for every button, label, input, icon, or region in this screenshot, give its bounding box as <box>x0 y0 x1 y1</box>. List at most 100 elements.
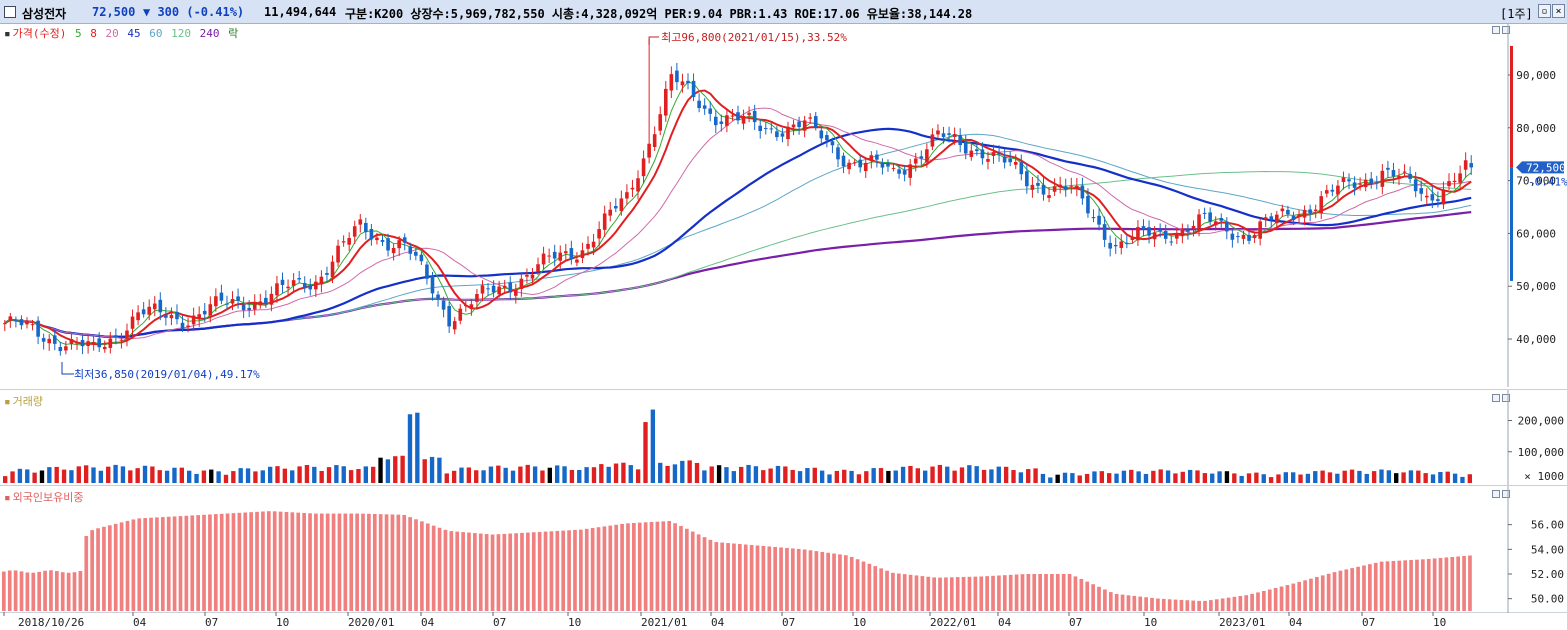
candle-body <box>175 312 179 320</box>
foreign-bar <box>13 570 18 611</box>
price-tick-label: 70,000 <box>1516 175 1556 188</box>
pane-restore-icon[interactable] <box>1492 26 1500 34</box>
candle-body <box>636 178 640 192</box>
pane-close-icon[interactable] <box>1502 394 1510 402</box>
candle-body <box>1158 229 1162 231</box>
foreign-bar <box>1108 592 1113 611</box>
pane-restore-icon[interactable] <box>1492 490 1500 498</box>
foreign-bar <box>973 576 978 611</box>
foreign-bar <box>1338 570 1343 611</box>
volume-bar <box>429 456 435 483</box>
volume-bar <box>91 467 96 483</box>
foreign-tick-label: 52.00 <box>1531 568 1564 581</box>
volume-bar <box>812 467 817 483</box>
candle-body <box>869 155 874 161</box>
foreign-bar <box>1167 599 1172 611</box>
volume-bar <box>363 466 368 483</box>
candle-body <box>1147 227 1151 236</box>
minimize-icon[interactable]: ▫ <box>1538 4 1551 18</box>
candle-body <box>325 273 329 275</box>
foreign-bar <box>272 511 277 611</box>
candle-body <box>997 152 1001 155</box>
candle-body <box>1263 217 1268 220</box>
foreign-bar <box>1014 574 1019 611</box>
candle-body <box>1002 156 1007 163</box>
period-button[interactable]: [1주] <box>1500 7 1533 21</box>
volume-bar <box>783 466 788 483</box>
foreign-bar <box>1120 594 1125 611</box>
price-tick-label: 60,000 <box>1516 227 1556 240</box>
candle-body <box>663 88 668 116</box>
pane-restore-icon[interactable] <box>1492 394 1500 402</box>
candle-body <box>86 341 90 346</box>
candle-body <box>419 254 424 262</box>
candle-body <box>1436 199 1440 202</box>
volume-bar <box>893 470 898 483</box>
volume-bar <box>356 469 361 483</box>
volume-bar <box>1401 472 1406 483</box>
volume-bar <box>17 468 23 483</box>
candle-body <box>1247 234 1251 241</box>
foreign-bar <box>779 547 783 611</box>
volume-bar <box>569 469 575 483</box>
foreign-bar <box>302 512 306 611</box>
candle-body <box>919 156 924 159</box>
volume-bar <box>981 469 987 483</box>
price-tick-label: 90,000 <box>1516 69 1556 82</box>
foreign-bar <box>1044 574 1048 611</box>
foreign-bar <box>402 514 407 611</box>
volume-bar <box>231 471 236 483</box>
foreign-bar <box>1091 584 1095 611</box>
foreign-bar <box>66 572 71 611</box>
foreign-bar <box>790 548 795 611</box>
volume-bar <box>1327 472 1333 483</box>
foreign-bar <box>478 533 483 611</box>
volume-bar <box>496 465 501 483</box>
candle-body <box>1058 184 1062 188</box>
pane-close-icon[interactable] <box>1502 26 1510 34</box>
volume-bar <box>488 466 494 483</box>
candle-body <box>1424 195 1429 198</box>
candle-body <box>247 307 251 311</box>
candle-body <box>36 320 40 337</box>
pane-close-icon[interactable] <box>1502 490 1510 498</box>
foreign-bar <box>1332 572 1337 611</box>
volume-bar <box>1055 474 1060 483</box>
volume-bar <box>98 470 104 483</box>
volume-bar <box>687 460 692 483</box>
candle-body <box>236 296 240 301</box>
foreign-bar <box>1391 560 1396 611</box>
candle-body <box>841 155 846 167</box>
foreign-bar <box>702 537 707 611</box>
change-tag-label: -0.41% <box>1528 175 1567 188</box>
volume-bar <box>915 468 920 483</box>
candle-body <box>386 238 390 251</box>
foreign-bar <box>949 577 954 611</box>
volume-bar <box>900 466 906 483</box>
candle-body <box>980 149 985 159</box>
foreign-bar <box>1256 592 1260 611</box>
volume-bar <box>1033 468 1038 483</box>
volume-bar <box>886 470 891 483</box>
candle-body <box>569 248 574 260</box>
candle-body <box>608 209 613 216</box>
candle-body <box>625 192 629 199</box>
candle-body <box>613 206 618 209</box>
candle-body <box>1352 182 1357 188</box>
volume-bar <box>1217 471 1222 483</box>
candle-body <box>1191 225 1196 229</box>
foreign-bar <box>1079 578 1084 611</box>
volume-bar <box>584 467 589 483</box>
foreign-bar <box>290 512 295 611</box>
foreign-bar <box>296 512 301 611</box>
foreign-bar <box>1150 597 1154 611</box>
volume-bar <box>385 459 391 483</box>
select-checkbox[interactable] <box>4 6 16 18</box>
foreign-bar <box>838 554 842 611</box>
volume-bar <box>532 466 538 483</box>
close-icon[interactable]: × <box>1552 4 1565 18</box>
candle-body <box>336 245 340 263</box>
foreign-bar <box>997 575 1001 611</box>
foreign-bar <box>249 512 253 611</box>
volume-bar <box>1121 470 1127 483</box>
